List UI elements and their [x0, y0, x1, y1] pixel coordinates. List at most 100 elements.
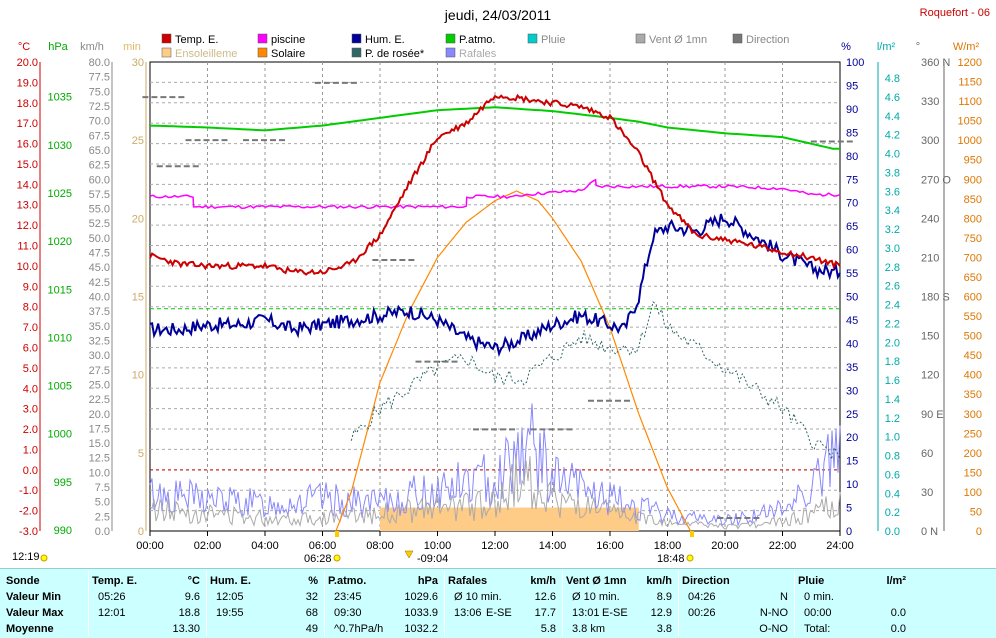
x-tick-label: 00:00: [136, 540, 164, 552]
temp-axis-label: -2.0: [19, 506, 38, 518]
legend-swatch: [635, 33, 646, 44]
wind-axis-label: 60.0: [89, 174, 110, 186]
temp-axis-label: -1.0: [19, 485, 38, 497]
temperature-line: [149, 93, 841, 276]
direction-axis-label: 60: [921, 448, 933, 460]
summary-cell-time: 09:30: [334, 607, 362, 619]
humidity-axis-label: 75: [846, 174, 858, 186]
rain-axis-label: 4.0: [885, 149, 900, 161]
summary-cell-time: 00:26: [688, 607, 716, 619]
direction-axis-label: 300: [921, 135, 939, 147]
legend-label: Vent Ø 1mn: [649, 34, 707, 46]
rain-axis-label: 4.4: [885, 111, 900, 123]
solar-line: [335, 190, 692, 532]
summary-cell-value: 12.6: [534, 591, 556, 603]
legend-label: Hum. E.: [365, 34, 405, 46]
wind-axis-label: 40.0: [89, 292, 110, 304]
page-title: jeudi, 24/03/2011: [444, 7, 552, 23]
wind-axis-unit: km/h: [80, 41, 104, 53]
direction-axis-unit: °: [916, 41, 920, 53]
direction-axis-label: 360 N: [921, 57, 950, 69]
rain-axis-label: 3.2: [885, 224, 900, 236]
summary-cell-value: N-NO: [759, 607, 788, 619]
solar-axis-label: 850: [964, 194, 982, 206]
sun-peak-icon: [404, 550, 414, 559]
wind-axis-label: 10.0: [89, 467, 110, 479]
x-tick-label: 04:00: [251, 540, 279, 552]
rain-axis-label: 0.2: [885, 507, 900, 519]
temp-axis-label: 4.0: [23, 383, 38, 395]
summary-header: Hum. E.: [210, 575, 251, 587]
legend-label: Solaire: [271, 48, 305, 60]
solar-axis-label: 1200: [958, 57, 982, 69]
pressure-axis-label: 1030: [48, 140, 72, 152]
humidity-axis-label: 10: [846, 479, 858, 491]
wind-line: [149, 455, 841, 530]
temp-axis-label: 12.0: [17, 220, 38, 232]
temp-axis-label: 10.0: [17, 261, 38, 273]
summary-cell-value: 1029.6: [404, 591, 438, 603]
wind-axis-label: 17.5: [89, 423, 110, 435]
direction-axis-label: 180 S: [921, 292, 950, 304]
summary-table: Sonde Valeur Min Valeur Max Moyenne Temp. E.…: [0, 568, 996, 638]
summary-cell-time: 23:45: [334, 591, 362, 603]
pressure-axis-label: 990: [54, 525, 72, 537]
humidity-line: [149, 213, 841, 358]
rain-axis-label: 1.6: [885, 375, 900, 387]
temp-axis-label: 5.0: [23, 363, 38, 375]
temp-axis-label: 20.0: [17, 57, 38, 69]
summary-header: Sonde: [6, 575, 40, 587]
temp-axis-label: 11.0: [17, 241, 38, 253]
direction-axis-label: 120: [921, 370, 939, 382]
temp-axis-label: 14.0: [17, 179, 38, 191]
legend-label: Pluie: [541, 34, 565, 46]
solar-axis-label: 150: [964, 467, 982, 479]
solar-axis-label: 400: [964, 370, 982, 382]
pressure-axis-label: 1015: [48, 284, 72, 296]
temp-axis-label: 1.0: [23, 444, 38, 456]
moon-icon: [40, 554, 48, 562]
wind-axis-label: 70.0: [89, 116, 110, 128]
solar-axis-label: 350: [964, 389, 982, 401]
rain-axis-label: 2.2: [885, 318, 900, 330]
summary-cell-value: 3.8: [656, 623, 672, 635]
sunset-time-label: 18:48: [657, 553, 685, 565]
direction-axis-label: 0 N: [921, 526, 938, 538]
legend-swatch: [351, 47, 362, 58]
wind-axis-label: 7.5: [95, 482, 110, 494]
solar-axis-label: 800: [964, 213, 982, 225]
legend-label: Direction: [746, 34, 789, 46]
summary-cell-value: 0.0: [890, 623, 906, 635]
wind-axis-label: 12.5: [89, 453, 110, 465]
x-tick-label: 14:00: [539, 540, 567, 552]
temp-axis-label: 15.0: [17, 159, 38, 171]
wind-axis-label: 22.5: [89, 394, 110, 406]
humidity-axis-label: 100: [846, 57, 864, 69]
pressure-axis-label: 1000: [48, 429, 72, 441]
solar-axis-label: 250: [964, 428, 982, 440]
summary-header: Temp. E.: [92, 575, 138, 587]
wind-axis-label: 37.5: [89, 306, 110, 318]
solar-axis-label: 1150: [958, 77, 982, 89]
summary-cell-value: 1033.9: [404, 607, 438, 619]
pressure-axis-label: 1025: [48, 188, 72, 200]
wind-axis-label: 80.0: [89, 57, 110, 69]
solar-axis-label: 300: [964, 409, 982, 421]
rain-axis-label: 1.4: [885, 394, 900, 406]
wind-axis-label: 45.0: [89, 262, 110, 274]
solar-axis-label: 0: [976, 526, 982, 538]
x-tick-label: 16:00: [596, 540, 624, 552]
temp-axis-label: 13.0: [17, 200, 38, 212]
wind-axis-label: 35.0: [89, 321, 110, 333]
rain-axis-label: 3.8: [885, 167, 900, 179]
summary-unit: °C: [187, 575, 200, 587]
summary-cell-time: 19:55: [216, 607, 244, 619]
sun-marker: [335, 531, 339, 537]
legend-swatch: [161, 33, 172, 44]
temp-axis-label: 3.0: [23, 404, 38, 416]
direction-axis-label: 30: [921, 487, 933, 499]
summary-cell-value: 18.8: [178, 607, 200, 619]
wind-axis-label: 42.5: [89, 277, 110, 289]
solar-axis-label: 500: [964, 331, 982, 343]
summary-header: Pluie: [798, 575, 825, 587]
